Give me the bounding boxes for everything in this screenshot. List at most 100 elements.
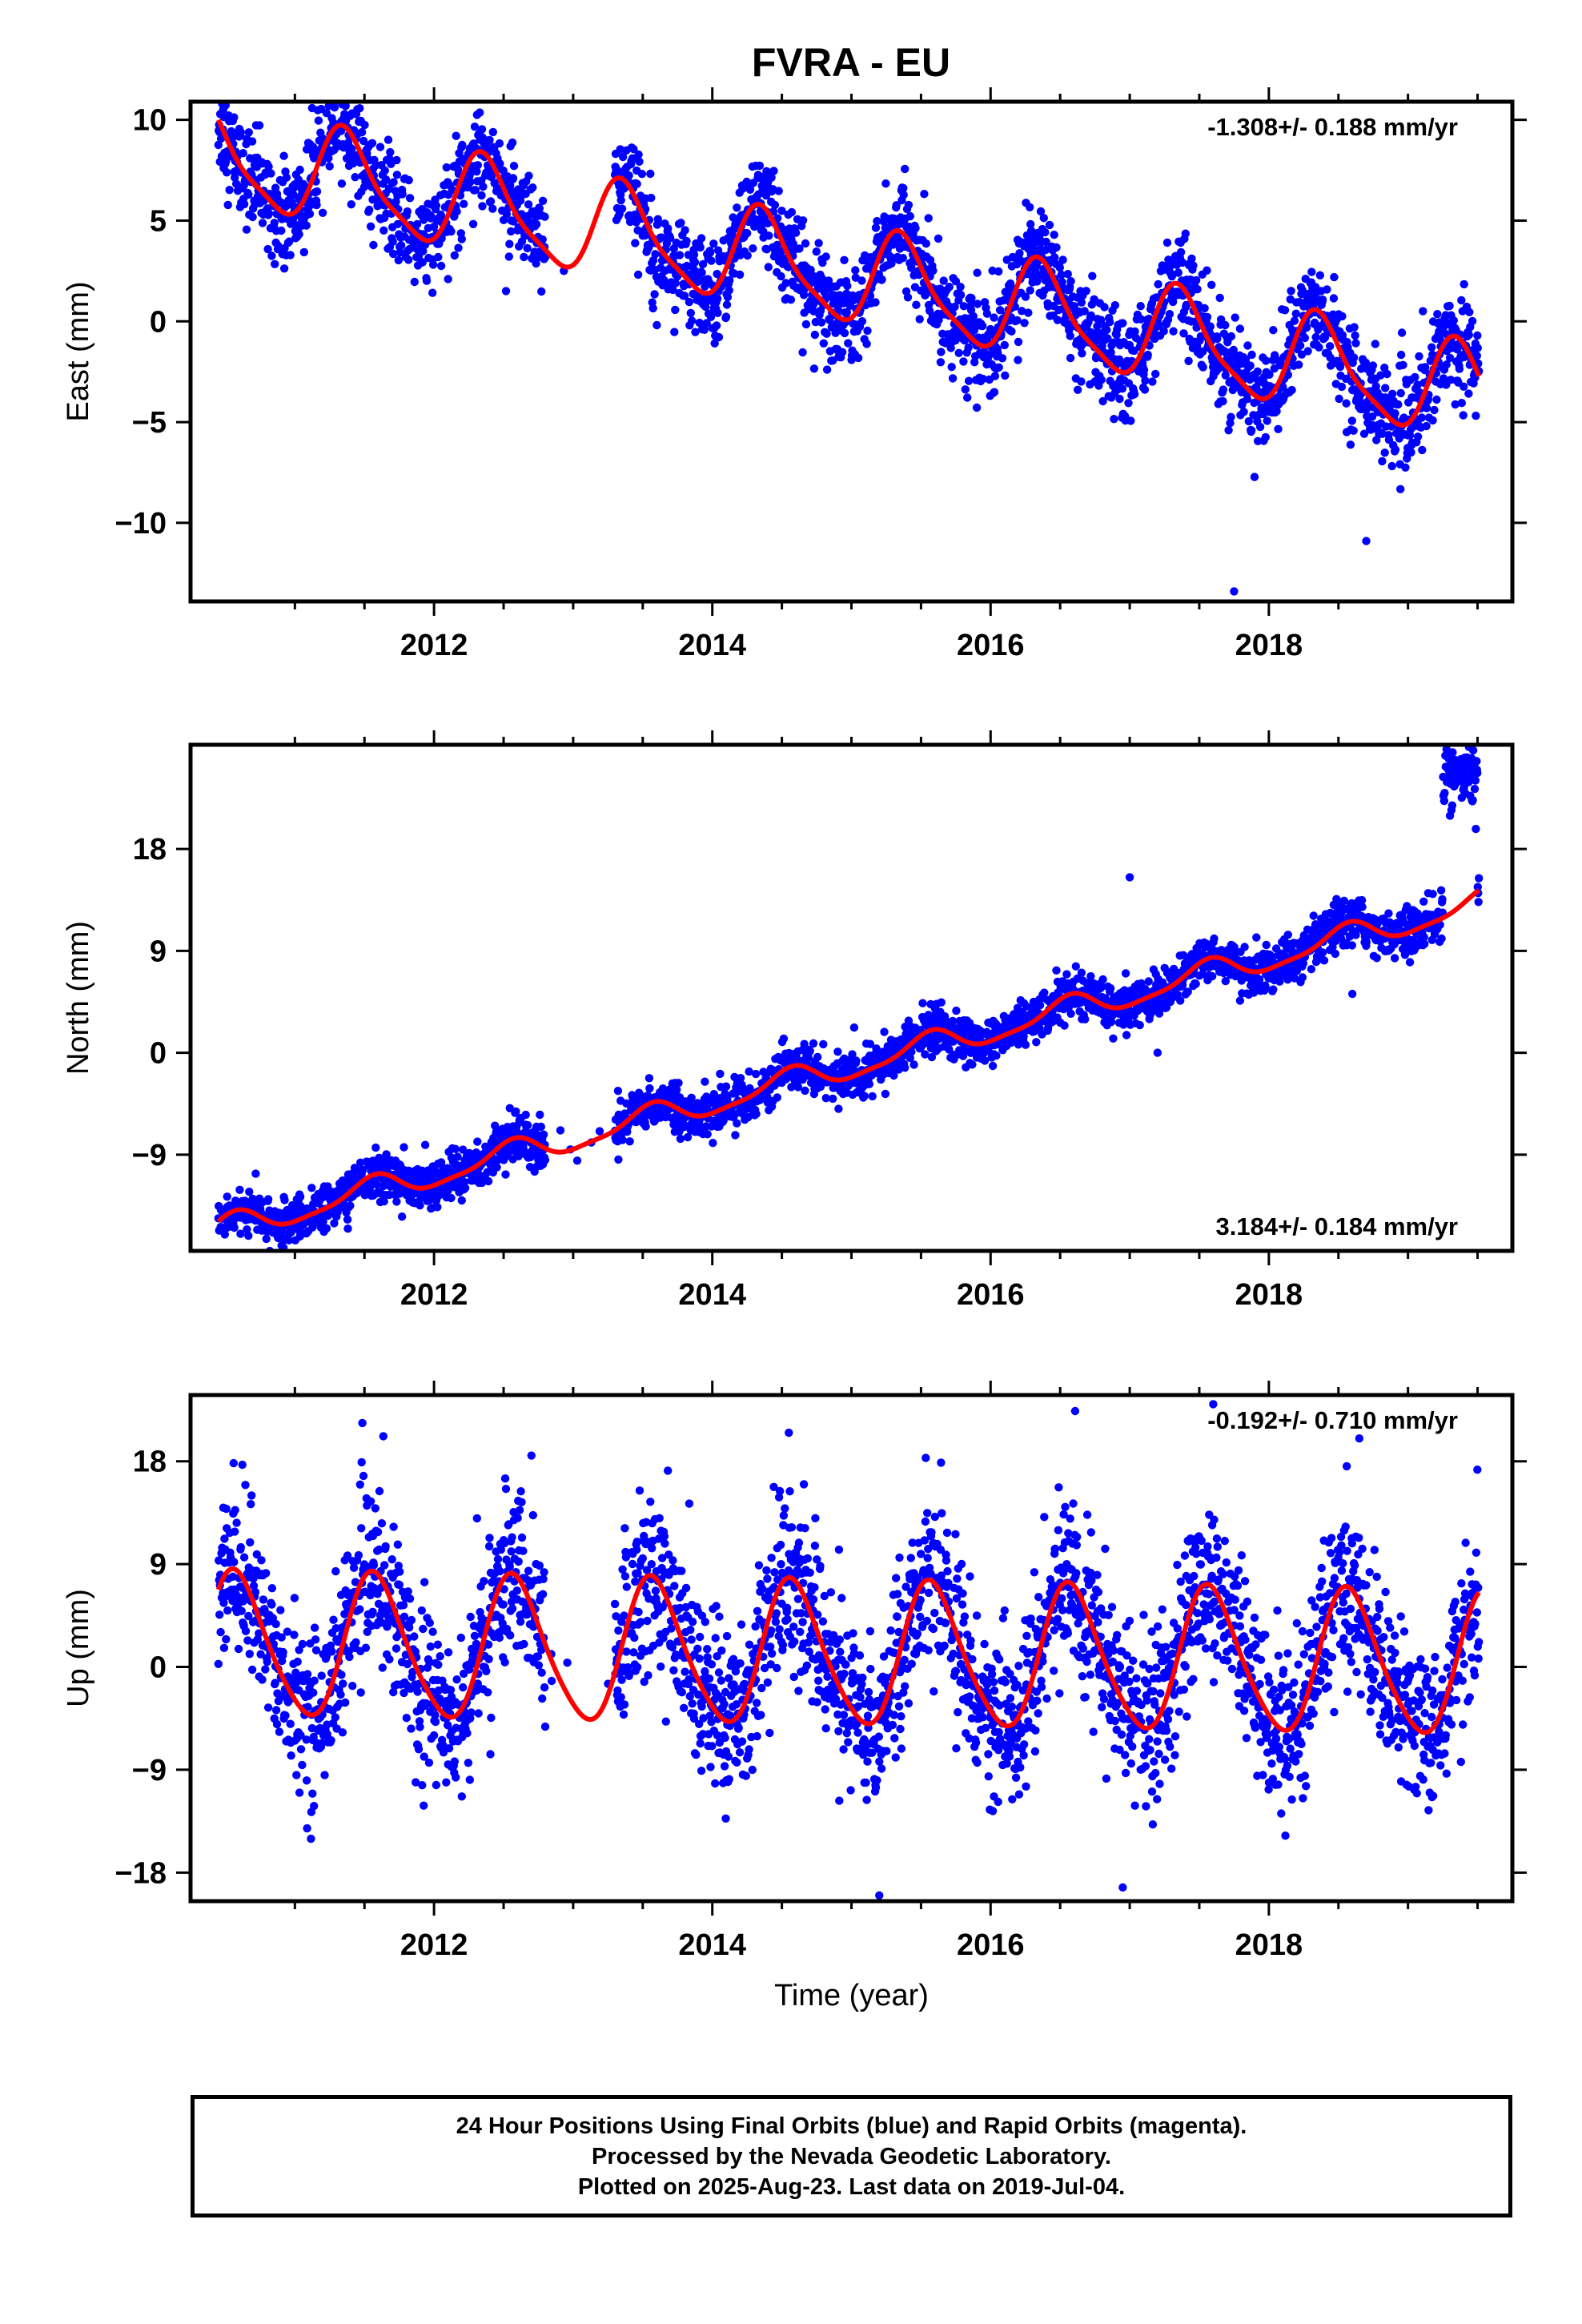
east-point [460, 199, 468, 208]
east-point [394, 255, 403, 265]
north-point [536, 1110, 544, 1120]
east-point [798, 216, 808, 225]
east-point [1021, 292, 1030, 301]
north-point [992, 1051, 1001, 1060]
east-point [939, 276, 948, 285]
east-point [705, 248, 715, 257]
east-point [1439, 374, 1448, 383]
east-point [637, 170, 647, 179]
east-point [1001, 371, 1010, 380]
east-point [285, 237, 294, 246]
east-point [1154, 321, 1163, 330]
east-point [1368, 361, 1378, 370]
east-y-tick-label: 0 [150, 305, 167, 339]
east-point [1165, 310, 1174, 319]
east-point [1013, 316, 1022, 325]
north-point [1191, 979, 1200, 988]
east-point [1255, 422, 1265, 432]
east-point [1399, 360, 1407, 369]
east-outlier-point [764, 178, 773, 187]
east-point [777, 271, 785, 281]
north-point [860, 1092, 869, 1100]
east-point [255, 121, 264, 130]
north-point [849, 1023, 859, 1032]
east-point [1419, 307, 1427, 316]
north-point [231, 1196, 240, 1205]
east-point [540, 212, 549, 221]
north-point [829, 1094, 837, 1104]
east-point [428, 288, 437, 297]
east-point [824, 276, 833, 285]
east-point [353, 63, 361, 71]
east-point [267, 251, 276, 260]
east-point [1026, 286, 1034, 295]
east-point [1459, 411, 1468, 420]
east-point [1346, 440, 1355, 449]
north-point [416, 1201, 424, 1210]
east-point [1396, 350, 1406, 360]
north-plot-area [214, 745, 1484, 1264]
north-point [752, 1109, 761, 1119]
east-point [1097, 376, 1106, 384]
east-point [853, 353, 863, 363]
north-point [265, 1256, 273, 1264]
east-point [452, 207, 461, 216]
north-point [346, 1201, 355, 1210]
east-point [911, 223, 920, 233]
north-point [236, 1229, 245, 1238]
east-point [479, 182, 488, 191]
north-point [751, 1069, 761, 1079]
east-point [681, 226, 689, 235]
east-outlier-point [1362, 537, 1371, 545]
east-point [504, 252, 513, 261]
east-point [628, 154, 637, 163]
east-point [288, 215, 298, 223]
north-point [263, 1195, 273, 1204]
east-point [634, 150, 643, 159]
east-point [990, 388, 999, 396]
east-point [713, 294, 722, 304]
north-point [865, 1080, 874, 1088]
east-point [1387, 461, 1396, 471]
east-point [857, 276, 866, 285]
east-point [282, 173, 291, 182]
east-point [950, 302, 959, 312]
east-point [814, 239, 823, 247]
north-point [1109, 1034, 1118, 1043]
east-point [947, 363, 956, 372]
east-point [1349, 353, 1359, 362]
north-point [868, 1092, 877, 1101]
east-point [972, 403, 982, 412]
east-point [485, 135, 494, 144]
east-point [422, 276, 432, 285]
east-point [651, 250, 660, 259]
east-point [1298, 286, 1307, 295]
east-y-axis-label: East (mm) [62, 281, 95, 421]
east-point [707, 256, 716, 265]
east-point [319, 90, 327, 98]
north-point [625, 1137, 634, 1146]
east-x-tick-label: 2014 [678, 629, 746, 662]
east-point [328, 92, 336, 100]
east-point [1460, 382, 1468, 391]
north-point [447, 1193, 456, 1203]
east-point [743, 251, 752, 260]
east-point [691, 328, 700, 336]
north-point [644, 1074, 654, 1083]
east-point [1472, 352, 1482, 360]
east-point [1103, 334, 1112, 343]
north-point [392, 1197, 401, 1206]
east-point [959, 357, 968, 366]
east-point [1078, 349, 1086, 358]
north-point [805, 1047, 814, 1055]
north-point [223, 1192, 231, 1201]
east-point [1152, 293, 1161, 302]
east-point [264, 209, 274, 218]
east-y-tick-label: 10 [133, 104, 167, 138]
east-point [264, 163, 273, 171]
north-point [779, 1034, 789, 1043]
east-point [1053, 316, 1062, 324]
east-point [706, 312, 716, 321]
east-point [488, 204, 497, 213]
north-point [523, 1120, 532, 1130]
